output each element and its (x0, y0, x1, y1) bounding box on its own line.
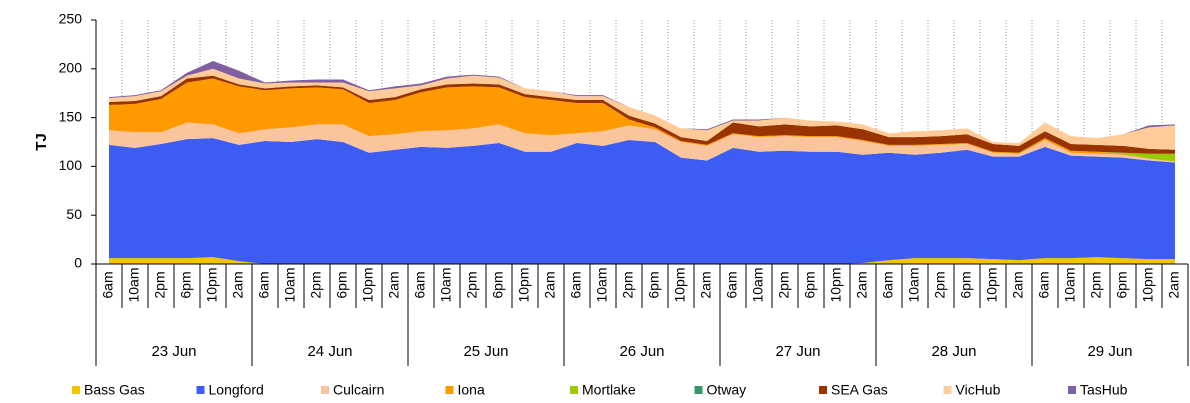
legend-swatch (321, 386, 329, 394)
area (109, 78, 1175, 162)
x-tick-label: 2am (1010, 271, 1026, 298)
y-tick-label: 0 (74, 255, 82, 271)
area (109, 68, 1175, 150)
x-tick-label: 10am (750, 267, 766, 302)
y-tick-label: 100 (59, 157, 83, 173)
x-tick-label: 10pm (204, 267, 220, 302)
area (109, 122, 1175, 163)
legend-label: Otway (707, 382, 747, 398)
legend-label: VicHub (956, 382, 1001, 398)
y-tick-label: 150 (59, 108, 83, 124)
legend-label: SEA Gas (831, 382, 888, 398)
legend-swatch (445, 386, 454, 394)
x-tick-label: 2am (854, 271, 870, 298)
x-tick-label: 10am (594, 267, 610, 302)
x-tick-label: 10am (282, 267, 298, 302)
legend-label: Mortlake (582, 382, 636, 398)
x-tick-label: 10am (906, 267, 922, 302)
x-tick-label: 2pm (464, 271, 480, 298)
x-tick-label: 6pm (958, 271, 974, 298)
x-tick-label: 2am (542, 271, 558, 298)
x-tick-label: 2pm (1088, 271, 1104, 298)
x-tick-label: 6am (100, 271, 116, 298)
legend-swatch (1068, 386, 1076, 394)
x-tick-label: 10pm (360, 267, 376, 302)
legend-label: TasHub (1080, 382, 1128, 398)
x-tick-label: 10am (438, 267, 454, 302)
x-tick-label: 10am (126, 267, 142, 302)
x-tick-label: 6pm (802, 271, 818, 298)
day-label: 29 Jun (1087, 343, 1132, 360)
legend-label: Bass Gas (84, 382, 145, 398)
y-tick-label: 200 (59, 60, 83, 76)
legend-swatch (819, 386, 827, 394)
day-label: 27 Jun (775, 343, 820, 360)
x-tick-label: 6pm (1114, 271, 1130, 298)
x-tick-label: 2pm (620, 271, 636, 298)
x-tick-label: 2am (1166, 271, 1182, 298)
x-tick-label: 2am (386, 271, 402, 298)
day-label: 23 Jun (151, 343, 196, 360)
x-tick-label: 10am (1062, 267, 1078, 302)
legend-swatch (570, 386, 578, 394)
x-tick-label: 2pm (776, 271, 792, 298)
legend-swatch (694, 386, 703, 394)
x-tick-label: 6am (412, 271, 428, 298)
x-tick-label: 6am (256, 271, 272, 298)
x-tick-label: 10pm (672, 267, 688, 302)
area (109, 75, 1175, 154)
x-tick-label: 6pm (490, 271, 506, 298)
legend-swatch (196, 386, 205, 394)
day-label: 24 Jun (307, 343, 352, 360)
x-tick-label: 6am (724, 271, 740, 298)
x-tick-label: 2am (698, 271, 714, 298)
day-label: 26 Jun (619, 343, 664, 360)
legend-label: Culcairn (333, 382, 384, 398)
day-label: 28 Jun (931, 343, 976, 360)
x-tick-label: 6am (880, 271, 896, 298)
x-tick-label: 10pm (984, 267, 1000, 302)
x-tick-label: 2pm (152, 271, 168, 298)
x-tick-label: 6am (568, 271, 584, 298)
x-tick-label: 10pm (828, 267, 844, 302)
area (109, 60, 1175, 143)
legend-label: Longford (209, 382, 264, 398)
x-tick-label: 6am (1036, 271, 1052, 298)
area (109, 257, 1175, 264)
x-tick-label: 10pm (516, 267, 532, 302)
day-label: 25 Jun (463, 343, 508, 360)
legend-swatch (943, 386, 952, 394)
y-tick-label: 250 (59, 11, 83, 27)
x-tick-label: 6pm (178, 271, 194, 298)
x-tick-label: 6pm (334, 271, 350, 298)
y-tick-label: 50 (66, 206, 82, 222)
area (109, 138, 1175, 264)
legend-label: Iona (458, 382, 485, 398)
x-tick-label: 6pm (646, 271, 662, 298)
x-tick-label: 10pm (1140, 267, 1156, 302)
legend-swatch (72, 386, 80, 394)
x-tick-label: 2pm (308, 271, 324, 298)
y-axis-title: TJ (33, 133, 50, 151)
x-tick-label: 2am (230, 271, 246, 298)
x-tick-label: 2pm (932, 271, 948, 298)
